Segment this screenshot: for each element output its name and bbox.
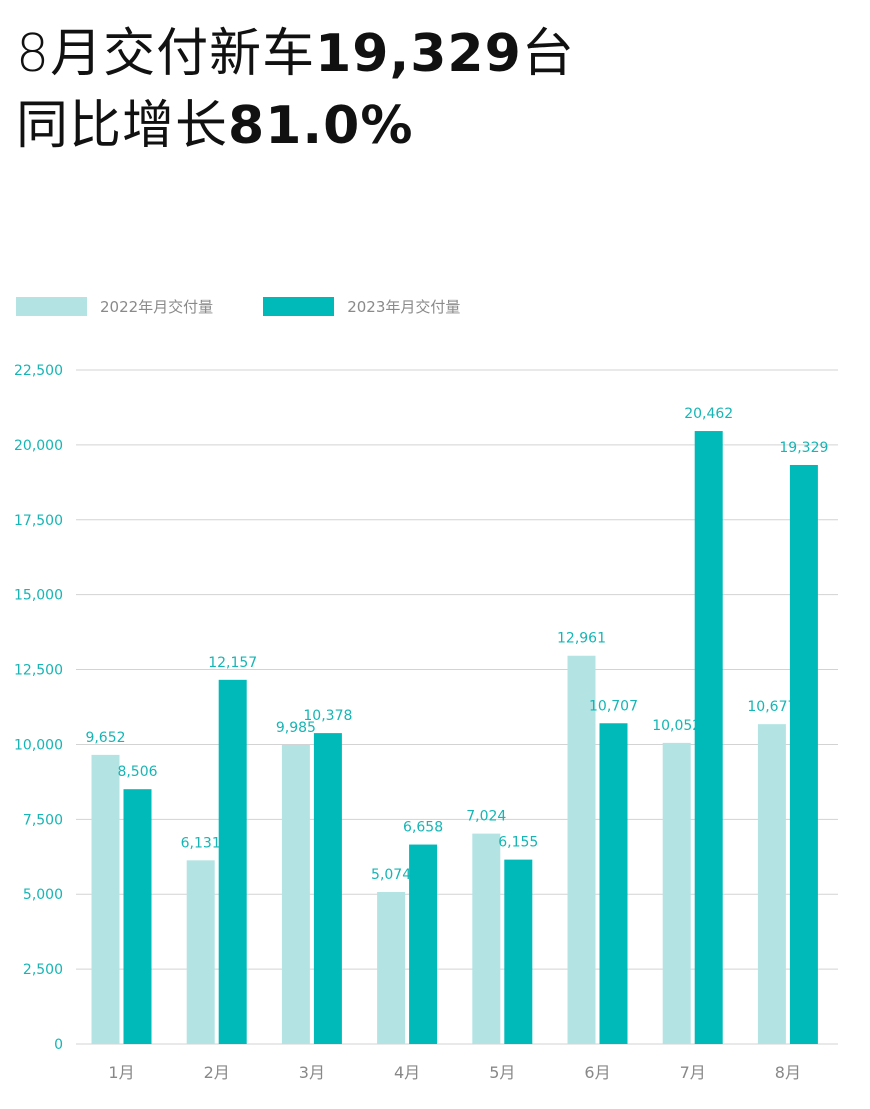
bar: [599, 723, 628, 1044]
legend-swatch-2022: [16, 297, 87, 316]
data-label: 6,658: [403, 820, 443, 836]
data-label: 9,652: [85, 730, 125, 746]
x-tick-label: 8月: [775, 1063, 801, 1082]
headline-delivery-unit: 台: [521, 24, 575, 84]
bar: [694, 431, 723, 1044]
x-tick-label: 1月: [108, 1063, 134, 1082]
data-label: 12,157: [208, 655, 257, 671]
y-tick-label: 7,500: [23, 812, 63, 828]
y-tick-label: 2,500: [23, 962, 63, 978]
data-label: 6,131: [181, 835, 221, 851]
headline-delivery-text: 8月交付新车: [16, 24, 316, 84]
bar: [123, 789, 152, 1044]
x-tick-label: 3月: [299, 1063, 325, 1082]
y-tick-label: 17,500: [14, 513, 63, 529]
legend-item-2023: 2023年月交付量: [263, 296, 460, 317]
x-tick-label: 2月: [204, 1063, 230, 1082]
x-tick-label: 4月: [394, 1063, 420, 1082]
bar: [313, 733, 342, 1044]
y-tick-label: 15,000: [14, 588, 63, 604]
y-tick-label: 22,500: [14, 363, 63, 379]
data-label: 10,707: [589, 698, 638, 714]
x-tick-label: 7月: [680, 1063, 706, 1082]
y-tick-label: 20,000: [14, 438, 63, 454]
headline-growth-text: 同比增长: [16, 96, 229, 156]
bar: [281, 744, 310, 1044]
headline: 8月交付新车19,329台 同比增长81.0%: [16, 18, 575, 162]
bar: [377, 892, 406, 1044]
data-label: 9,985: [276, 720, 316, 736]
headline-delivery-value: 19,329: [315, 24, 522, 84]
bar: [662, 742, 691, 1044]
data-label: 19,329: [779, 440, 828, 456]
x-tick-label: 5月: [489, 1063, 515, 1082]
bar: [91, 754, 120, 1044]
headline-line-1: 8月交付新车19,329台: [16, 18, 575, 90]
legend-label-2022: 2022年月交付量: [100, 298, 214, 316]
bar: [504, 859, 533, 1044]
y-tick-label: 5,000: [23, 887, 63, 903]
data-label: 5,074: [371, 867, 411, 883]
headline-growth-value: 81.0%: [228, 96, 414, 156]
chart-legend: 2022年月交付量 2023年月交付量: [16, 296, 510, 317]
bar: [789, 464, 818, 1044]
bar: [218, 679, 247, 1044]
y-tick-label: 12,500: [14, 663, 63, 679]
bar: [567, 655, 596, 1044]
legend-label-2023: 2023年月交付量: [347, 298, 461, 316]
data-label: 10,052: [652, 718, 701, 734]
bar: [409, 844, 438, 1044]
x-tick-label: 6月: [584, 1063, 610, 1082]
data-label: 20,462: [684, 406, 733, 422]
legend-item-2022: 2022年月交付量: [16, 296, 213, 317]
data-label: 10,378: [303, 708, 352, 724]
data-label: 6,155: [498, 835, 538, 851]
data-label: 10,677: [747, 699, 796, 715]
data-label: 12,961: [557, 631, 606, 647]
y-tick-label: 0: [54, 1037, 63, 1053]
headline-line-2: 同比增长81.0%: [16, 90, 575, 162]
data-label: 8,506: [117, 764, 157, 780]
bar: [186, 860, 215, 1044]
bar: [757, 724, 786, 1044]
y-tick-label: 10,000: [14, 737, 63, 753]
bar: [472, 833, 501, 1044]
data-label: 7,024: [466, 809, 506, 825]
legend-swatch-2023: [263, 297, 335, 316]
